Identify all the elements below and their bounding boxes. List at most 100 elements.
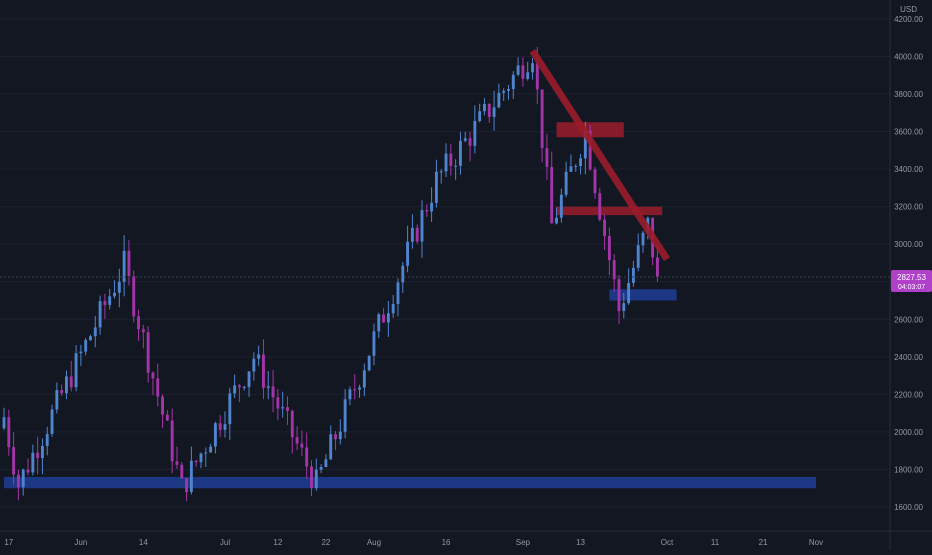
price-tick-label: 2000.00 [894,428,923,437]
candle-body [60,390,64,394]
candle-body [194,460,198,463]
candle-body [209,446,213,453]
price-tick-label: 1800.00 [894,465,923,474]
time-tick-label: 13 [576,538,585,547]
candle-body [300,443,304,448]
price-tick-label: 3200.00 [894,203,923,212]
time-tick-label: Oct [661,538,674,547]
last-price-badge-bg [891,270,932,292]
candle-body [358,387,361,390]
candle-body [295,437,299,444]
candle-body [386,313,390,323]
candle-body [391,304,395,314]
candle-body [434,171,438,203]
candle-body [161,396,164,415]
candle-body [242,386,246,388]
candle-body [377,314,381,332]
candle-body [310,466,313,489]
candle-body [314,469,318,489]
candle-body [108,296,112,305]
candle-body [276,397,280,409]
candle-body [324,459,328,468]
price-tick-label: 3000.00 [894,240,923,249]
candle-body [286,407,289,411]
candle-body [655,257,659,277]
candle-body [199,453,203,463]
candle-body [257,354,261,359]
resistance-zone-1 [556,206,663,216]
price-tick-label: 4200.00 [894,15,923,24]
candle-body [406,241,410,266]
candle-body [468,138,472,146]
time-tick-label: 16 [442,538,451,547]
support-zone-2 [609,289,677,301]
candle-body [93,327,97,337]
candle-body [36,452,40,459]
candle-body [367,355,371,371]
candle-body [526,72,530,79]
time-axis[interactable]: 17 Jun 14 Jul 12 22 Aug 16 Sep 13 Oct 11 21 Nov [4,538,823,547]
candle-body [223,424,227,430]
candle-body [281,407,285,409]
candle-body [617,279,621,311]
candle-body [516,65,520,75]
candle-body [146,332,150,373]
candle-body [502,90,506,93]
candle-body [588,130,592,170]
candle-body [631,267,635,283]
candle-body [132,276,136,317]
candle-body [237,385,241,388]
candle-body [84,340,88,352]
candle-body [622,303,626,311]
candle-body [113,292,116,297]
last-price-value: 2827.53 [897,273,926,282]
candle-body [16,474,20,488]
support-zone-3 [4,476,816,489]
candle-body [89,336,92,341]
candle-body [521,65,525,79]
candle-body [218,423,222,430]
candle-body [12,447,16,475]
candle-body [511,74,515,90]
candle-body [473,120,477,146]
candle-body [636,245,640,268]
candle-body [338,431,342,440]
price-tick-label: 4000.00 [894,53,923,62]
candle-body [478,111,482,121]
candle-body [74,353,78,388]
resistance-trendline-0 [529,49,670,262]
candle-body [550,166,554,224]
time-tick-label: 17 [4,538,13,547]
candle-body [569,166,573,172]
candle-body [372,331,376,356]
candle-layer [2,47,659,502]
candle-body [382,314,386,323]
candle-body [487,104,491,117]
candle-body [425,210,429,212]
candle-body [31,452,35,473]
time-tick-label: Aug [367,538,381,547]
candle-body [559,194,563,218]
candle-body [69,376,73,388]
candle-body [185,478,189,493]
time-tick-label: 11 [711,538,720,547]
price-tick-label: 2400.00 [894,353,923,362]
candle-body [449,153,453,166]
candle-body [483,104,486,112]
candle-body [26,469,30,473]
candle-body [228,393,232,425]
candle-body [55,390,59,410]
candle-body [603,219,607,237]
candle-body [233,385,237,394]
candle-body [564,171,568,195]
candle-body [151,372,155,379]
candle-body [458,140,462,166]
time-tick-label: Jul [220,538,230,547]
candle-body [65,376,68,394]
candle-body [266,386,270,388]
candle-body [117,281,121,293]
candle-body [531,63,534,73]
